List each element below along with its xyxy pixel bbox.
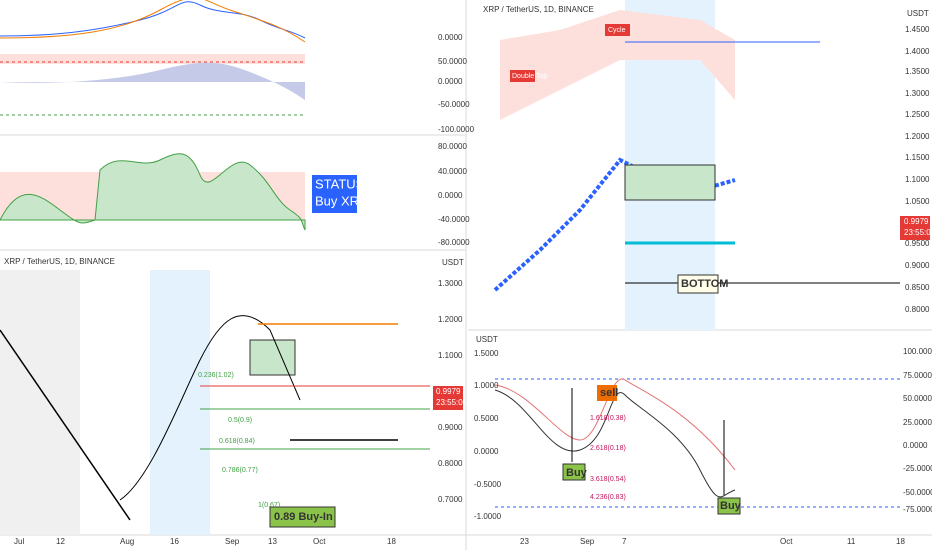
- date-label: Aug: [120, 537, 134, 546]
- axis-label: 1.2000: [905, 132, 930, 141]
- fib-label: 4.236(0.83): [590, 494, 626, 501]
- date-label: 12: [56, 537, 65, 546]
- annotation: Double Top: [512, 73, 547, 80]
- date-label: 16: [170, 537, 179, 546]
- fib-label: 1(0.67): [258, 502, 280, 509]
- axis-label: -50.0000: [438, 100, 470, 109]
- fib-label: 3.618(0.54): [590, 476, 626, 483]
- fib-label: 1.618(0.38): [590, 415, 626, 422]
- axis-label: 1.3500: [905, 67, 930, 76]
- axis-label: -100.0000: [438, 125, 475, 134]
- axis-label: 1.0000: [474, 381, 499, 390]
- oscillator: [0, 0, 306, 116]
- axis-label: 1.5000: [474, 349, 499, 358]
- price-panel-left: [0, 270, 463, 535]
- price-panel-right: [493, 0, 930, 330]
- chart-title: XRP / TetherUS, 1D, BINANCE: [4, 257, 115, 266]
- axis-label: 1.1500: [905, 153, 930, 162]
- axis-label: 0.8000: [905, 305, 930, 314]
- status-box: [312, 175, 357, 213]
- date-label: 18: [387, 537, 396, 546]
- axis-label: 1.2500: [905, 110, 930, 119]
- axis-label: 100.0000: [903, 347, 932, 356]
- axis-label: 1.1000: [438, 351, 463, 360]
- axis-label: 0.0000: [438, 33, 463, 42]
- currency: USDT: [476, 335, 498, 344]
- last-price: 0.9979: [904, 217, 929, 226]
- axis-label: 0.0000: [903, 441, 928, 450]
- axis-label: 0.0000: [438, 191, 463, 200]
- axis-label: 75.0000: [903, 371, 932, 380]
- signal: sell: [600, 387, 618, 399]
- axis-label: 0.0000: [474, 447, 499, 456]
- chart-title: XRP / TetherUS, 1D, BINANCE: [483, 5, 594, 14]
- axis-label: 1.1000: [905, 175, 930, 184]
- date-label: 11: [847, 537, 856, 546]
- date-label: 18: [896, 537, 905, 546]
- signal: Buy: [566, 467, 588, 479]
- date-label: 7: [622, 537, 627, 546]
- fib-label: 0.5(0.9): [228, 417, 252, 424]
- axis-label: 1.3000: [905, 89, 930, 98]
- axis-label: 0.7000: [438, 495, 463, 504]
- fib-label: 2.618(0.18): [590, 445, 626, 452]
- currency: USDT: [442, 258, 464, 267]
- fib-label: 0.786(0.77): [222, 467, 258, 474]
- axis-label: -1.0000: [474, 512, 502, 521]
- axis-label: -50.0000: [903, 488, 932, 497]
- axis-label: -75.0000: [903, 505, 932, 514]
- axis-label: 50.0000: [903, 394, 932, 403]
- axis-label: 0.5000: [474, 414, 499, 423]
- date-label: 13: [268, 537, 277, 546]
- date-label: Oct: [313, 537, 326, 546]
- lower-panel-right: [494, 378, 900, 515]
- axis-label: 0.9000: [905, 261, 930, 270]
- last-price: 0.9979: [436, 387, 461, 396]
- countdown: 23:55:01: [436, 398, 468, 407]
- fib-label: 0.236(1.02): [198, 372, 234, 379]
- status-text: Buy XRP: [315, 193, 368, 208]
- axis-label: 1.3000: [438, 279, 463, 288]
- axis-label: 0.8500: [905, 283, 930, 292]
- signal: Buy: [720, 500, 742, 512]
- axis-label: 50.0000: [438, 57, 467, 66]
- date-label: 23: [520, 537, 529, 546]
- buy-in-label: 0.89 Buy-In: [274, 511, 333, 523]
- axis-label: -80.0000: [438, 238, 470, 247]
- status-text: STATUS: [315, 176, 365, 191]
- countdown: 23:55:01: [904, 228, 932, 237]
- axis-label: -40.0000: [438, 215, 470, 224]
- axis-label: -25.0000: [903, 464, 932, 473]
- fib-label: 0.618(0.84): [219, 438, 255, 445]
- axis-label: -0.5000: [474, 480, 502, 489]
- axis-label: 0.9000: [438, 423, 463, 432]
- rsi-panel: [0, 153, 357, 231]
- date-label: Sep: [580, 537, 595, 546]
- axis-label: 0.0000: [438, 77, 463, 86]
- date-label: Sep: [225, 537, 240, 546]
- axis-label: 80.0000: [438, 142, 467, 151]
- axis-label: 1.4500: [905, 25, 930, 34]
- annotation: BOTTOM: [681, 278, 728, 290]
- date-label: Jul: [14, 537, 24, 546]
- date-label: Oct: [780, 537, 793, 546]
- axis-label: 1.4000: [905, 47, 930, 56]
- axis-label: 0.8000: [438, 459, 463, 468]
- axis-label: 0.9500: [905, 239, 930, 248]
- axis-label: 25.0000: [903, 418, 932, 427]
- axis-label: 1.0500: [905, 197, 930, 206]
- axis-label: 40.0000: [438, 167, 467, 176]
- currency: USDT: [907, 9, 929, 18]
- annotation: Cycle: [608, 27, 626, 34]
- axis-label: 1.2000: [438, 315, 463, 324]
